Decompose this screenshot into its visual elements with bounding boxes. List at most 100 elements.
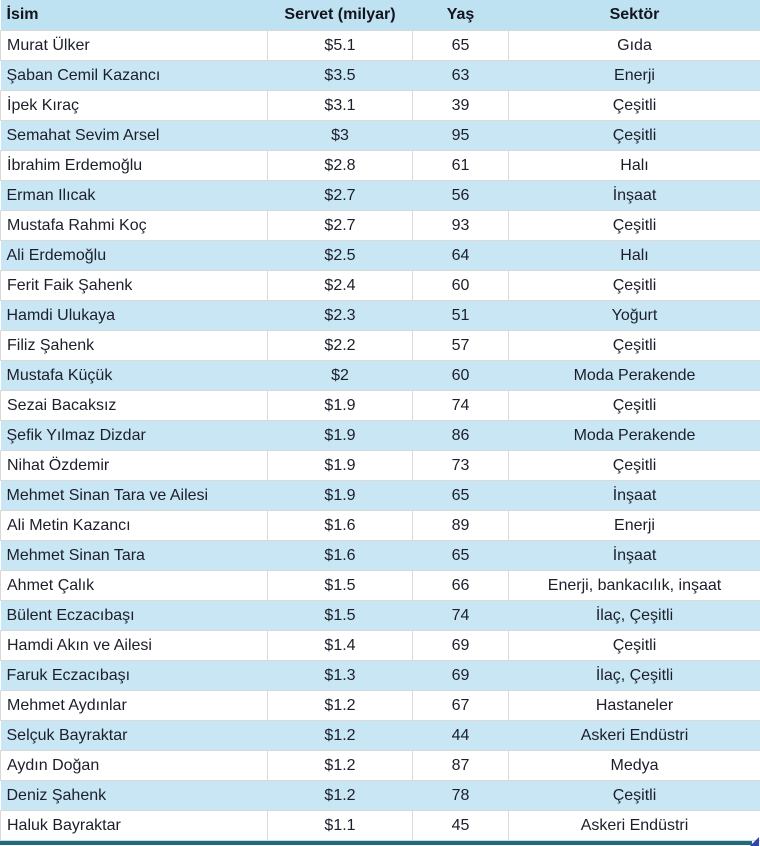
cell-wealth[interactable]: $3.1 bbox=[267, 90, 413, 121]
cell-age[interactable]: 44 bbox=[412, 720, 509, 751]
cell-wealth[interactable]: $2.8 bbox=[267, 150, 413, 181]
cell-name[interactable]: Nihat Özdemir bbox=[0, 450, 268, 481]
cell-age[interactable]: 51 bbox=[412, 300, 509, 331]
cell-wealth[interactable]: $1.3 bbox=[267, 660, 413, 691]
header-cell-sector[interactable]: Sektör bbox=[508, 0, 760, 31]
cell-age[interactable]: 65 bbox=[412, 30, 509, 61]
header-cell-wealth[interactable]: Servet (milyar) bbox=[267, 0, 413, 31]
cell-age[interactable]: 74 bbox=[412, 600, 509, 631]
cell-wealth[interactable]: $2.4 bbox=[267, 270, 413, 301]
cell-sector[interactable]: Çeşitli bbox=[508, 210, 760, 241]
cell-name[interactable]: Hamdi Akın ve Ailesi bbox=[0, 630, 268, 661]
cell-age[interactable]: 69 bbox=[412, 630, 509, 661]
cell-name[interactable]: İbrahim Erdemoğlu bbox=[0, 150, 268, 181]
cell-name[interactable]: Ali Erdemoğlu bbox=[0, 240, 268, 271]
cell-age[interactable]: 93 bbox=[412, 210, 509, 241]
cell-sector[interactable]: İnşaat bbox=[508, 180, 760, 211]
fill-handle-icon[interactable] bbox=[750, 837, 759, 846]
cell-age[interactable]: 65 bbox=[412, 480, 509, 511]
cell-sector[interactable]: Moda Perakende bbox=[508, 360, 760, 391]
cell-sector[interactable]: Çeşitli bbox=[508, 390, 760, 421]
cell-sector[interactable]: İlaç, Çeşitli bbox=[508, 600, 760, 631]
cell-name[interactable]: Mehmet Aydınlar bbox=[0, 690, 268, 721]
cell-wealth[interactable]: $1.4 bbox=[267, 630, 413, 661]
cell-name[interactable]: Erman Ilıcak bbox=[0, 180, 268, 211]
cell-sector[interactable]: Çeşitli bbox=[508, 780, 760, 811]
cell-sector[interactable]: Çeşitli bbox=[508, 270, 760, 301]
cell-age[interactable]: 74 bbox=[412, 390, 509, 421]
header-cell-name[interactable]: İsim bbox=[0, 0, 268, 31]
cell-sector[interactable]: Enerji bbox=[508, 510, 760, 541]
cell-wealth[interactable]: $1.2 bbox=[267, 750, 413, 781]
cell-sector[interactable]: İnşaat bbox=[508, 480, 760, 511]
cell-sector[interactable]: Moda Perakende bbox=[508, 420, 760, 451]
cell-age[interactable]: 89 bbox=[412, 510, 509, 541]
cell-name[interactable]: Şefik Yılmaz Dizdar bbox=[0, 420, 268, 451]
cell-age[interactable]: 56 bbox=[412, 180, 509, 211]
cell-name[interactable]: Bülent Eczacıbaşı bbox=[0, 600, 268, 631]
cell-name[interactable]: Deniz Şahenk bbox=[0, 780, 268, 811]
cell-sector[interactable]: Halı bbox=[508, 240, 760, 271]
header-cell-age[interactable]: Yaş bbox=[412, 0, 509, 31]
cell-wealth[interactable]: $1.2 bbox=[267, 690, 413, 721]
cell-wealth[interactable]: $1.5 bbox=[267, 570, 413, 601]
cell-age[interactable]: 60 bbox=[412, 270, 509, 301]
cell-wealth[interactable]: $1.5 bbox=[267, 600, 413, 631]
cell-wealth[interactable]: $1.9 bbox=[267, 390, 413, 421]
cell-name[interactable]: Semahat Sevim Arsel bbox=[0, 120, 268, 151]
cell-sector[interactable]: İlaç, Çeşitli bbox=[508, 660, 760, 691]
cell-name[interactable]: Ali Metin Kazancı bbox=[0, 510, 268, 541]
cell-wealth[interactable]: $1.6 bbox=[267, 510, 413, 541]
cell-sector[interactable]: Çeşitli bbox=[508, 90, 760, 121]
cell-age[interactable]: 61 bbox=[412, 150, 509, 181]
cell-wealth[interactable]: $5.1 bbox=[267, 30, 413, 61]
cell-wealth[interactable]: $1.6 bbox=[267, 540, 413, 571]
cell-age[interactable]: 66 bbox=[412, 570, 509, 601]
cell-sector[interactable]: Askeri Endüstri bbox=[508, 810, 760, 841]
cell-age[interactable]: 63 bbox=[412, 60, 509, 91]
cell-age[interactable]: 95 bbox=[412, 120, 509, 151]
cell-wealth[interactable]: $2.7 bbox=[267, 210, 413, 241]
cell-sector[interactable]: Çeşitli bbox=[508, 330, 760, 361]
cell-name[interactable]: Şaban Cemil Kazancı bbox=[0, 60, 268, 91]
cell-age[interactable]: 69 bbox=[412, 660, 509, 691]
cell-age[interactable]: 45 bbox=[412, 810, 509, 841]
cell-wealth[interactable]: $1.9 bbox=[267, 420, 413, 451]
cell-age[interactable]: 39 bbox=[412, 90, 509, 121]
cell-age[interactable]: 87 bbox=[412, 750, 509, 781]
cell-name[interactable]: Hamdi Ulukaya bbox=[0, 300, 268, 331]
cell-name[interactable]: Mustafa Rahmi Koç bbox=[0, 210, 268, 241]
cell-name[interactable]: Faruk Eczacıbaşı bbox=[0, 660, 268, 691]
cell-wealth[interactable]: $3 bbox=[267, 120, 413, 151]
cell-name[interactable]: Filiz Şahenk bbox=[0, 330, 268, 361]
cell-name[interactable]: Aydın Doğan bbox=[0, 750, 268, 781]
cell-name[interactable]: Sezai Bacaksız bbox=[0, 390, 268, 421]
cell-age[interactable]: 65 bbox=[412, 540, 509, 571]
cell-age[interactable]: 64 bbox=[412, 240, 509, 271]
cell-sector[interactable]: Çeşitli bbox=[508, 630, 760, 661]
cell-name[interactable]: Ferit Faik Şahenk bbox=[0, 270, 268, 301]
cell-name[interactable]: Mustafa Küçük bbox=[0, 360, 268, 391]
cell-age[interactable]: 57 bbox=[412, 330, 509, 361]
cell-wealth[interactable]: $1.9 bbox=[267, 480, 413, 511]
cell-sector[interactable]: Çeşitli bbox=[508, 120, 760, 151]
cell-wealth[interactable]: $1.1 bbox=[267, 810, 413, 841]
cell-age[interactable]: 60 bbox=[412, 360, 509, 391]
cell-wealth[interactable]: $1.2 bbox=[267, 720, 413, 751]
cell-name[interactable]: Selçuk Bayraktar bbox=[0, 720, 268, 751]
cell-wealth[interactable]: $2.5 bbox=[267, 240, 413, 271]
cell-age[interactable]: 78 bbox=[412, 780, 509, 811]
cell-sector[interactable]: Enerji, bankacılık, inşaat bbox=[508, 570, 760, 601]
cell-age[interactable]: 67 bbox=[412, 690, 509, 721]
cell-age[interactable]: 86 bbox=[412, 420, 509, 451]
cell-wealth[interactable]: $1.9 bbox=[267, 450, 413, 481]
cell-wealth[interactable]: $1.2 bbox=[267, 780, 413, 811]
cell-name[interactable]: Mehmet Sinan Tara bbox=[0, 540, 268, 571]
cell-wealth[interactable]: $2.3 bbox=[267, 300, 413, 331]
cell-sector[interactable]: Çeşitli bbox=[508, 450, 760, 481]
cell-sector[interactable]: Halı bbox=[508, 150, 760, 181]
cell-name[interactable]: İpek Kıraç bbox=[0, 90, 268, 121]
cell-wealth[interactable]: $2 bbox=[267, 360, 413, 391]
cell-sector[interactable]: İnşaat bbox=[508, 540, 760, 571]
cell-wealth[interactable]: $3.5 bbox=[267, 60, 413, 91]
